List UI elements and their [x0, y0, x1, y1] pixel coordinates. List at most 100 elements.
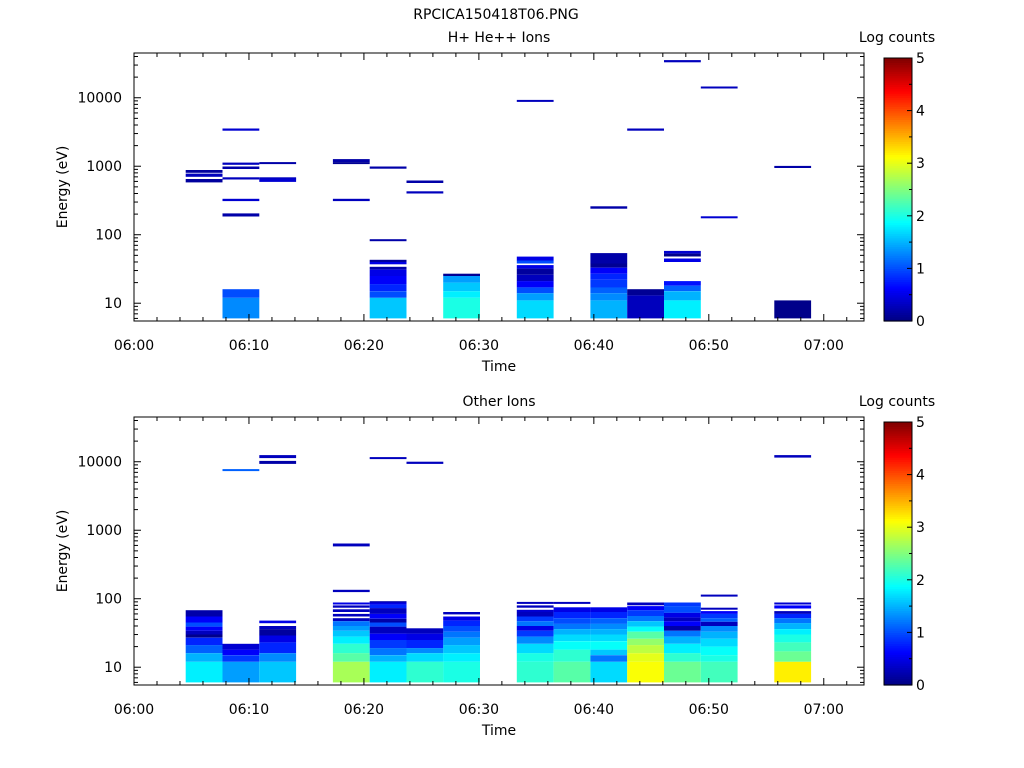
spectrogram-cell [222, 198, 260, 202]
colorbar-band [884, 283, 912, 287]
spectrogram-cell [590, 641, 628, 650]
spectrogram-cell [185, 653, 223, 662]
spectrogram-cell [185, 610, 223, 617]
spectrogram-cell [369, 661, 407, 683]
colorbar-band [884, 676, 912, 680]
spectrogram-cell [369, 633, 407, 640]
spectrogram-cell [185, 626, 223, 631]
spectrogram-cell [443, 273, 480, 276]
spectrogram-cell [774, 455, 812, 458]
spectrogram-cell [664, 250, 701, 254]
spectrogram-cell [222, 289, 260, 298]
colorbar-band [884, 264, 912, 267]
colorbar-band [884, 649, 912, 653]
spectrogram-cell [590, 300, 628, 319]
x-tick-label: 06:50 [689, 702, 729, 718]
y-tick-label: 100 [95, 592, 122, 608]
colorbar-band [884, 268, 912, 272]
colorbar-band [884, 601, 912, 605]
colorbar-tick-label: 0 [916, 678, 925, 694]
spectrogram-cell [332, 162, 370, 165]
spectrogram-cell [369, 640, 407, 649]
colorbar-tick-label: 2 [916, 573, 925, 589]
colorbar-band [884, 487, 912, 491]
colorbar-band [884, 180, 912, 184]
colorbar-band [884, 237, 912, 241]
colorbar-band [884, 520, 912, 524]
colorbar-band [884, 73, 912, 77]
spectrogram-cell [222, 213, 260, 217]
colorbar-band [884, 112, 912, 116]
spectrogram-cell [590, 612, 628, 619]
colorbar-band [884, 494, 912, 498]
spectrogram-cell [553, 634, 591, 642]
colorbar-tick-label: 1 [916, 261, 925, 277]
colorbar-band [884, 507, 912, 511]
colorbar-band [884, 108, 912, 112]
spectrogram-cell [516, 636, 554, 644]
spectrogram-cell [332, 621, 370, 626]
colorbar-band [884, 152, 912, 156]
colorbar-band [884, 136, 912, 140]
spectrogram-cell [369, 276, 407, 285]
colorbar-band [884, 573, 912, 577]
colorbar-band [884, 590, 912, 594]
spectrogram-cell [664, 653, 701, 662]
colorbar-band [884, 566, 912, 570]
colorbar-band [884, 669, 912, 673]
colorbar-band [884, 665, 912, 669]
spectrogram-cell [664, 300, 701, 319]
colorbar-band [884, 145, 912, 149]
spectrogram-cell [774, 605, 812, 609]
spectrogram-cell [332, 643, 370, 654]
spectrogram-cell [553, 612, 591, 619]
y-tick-label: 100 [95, 228, 122, 244]
colorbar-band [884, 454, 912, 458]
spectrogram-cell [664, 60, 701, 63]
colorbar-band [884, 310, 912, 313]
colorbar-band [884, 647, 912, 651]
colorbar-band [884, 233, 912, 237]
colorbar-band [884, 285, 912, 289]
colorbar-band [884, 443, 912, 447]
colorbar-band [884, 288, 912, 291]
colorbar-band [884, 641, 912, 644]
spectrogram-cell [516, 260, 554, 264]
spectrogram-cell [332, 626, 370, 631]
spectrogram-cell [516, 643, 554, 654]
colorbar-band [884, 68, 912, 72]
spectrogram-cell [590, 655, 628, 662]
spectrogram-cell [627, 653, 664, 662]
y-axis-label: Energy (eV) [55, 510, 71, 593]
spectrogram-cell [590, 253, 628, 264]
colorbar-band [884, 619, 912, 623]
colorbar-band [884, 128, 912, 131]
colorbar-band [884, 272, 912, 276]
colorbar-band [884, 498, 912, 502]
spectrogram-cell [259, 460, 297, 464]
colorbar-band [884, 62, 912, 66]
spectrogram-cell [369, 618, 407, 623]
colorbar-band [884, 575, 912, 579]
spectrogram-cell [443, 297, 480, 319]
colorbar-band [884, 261, 912, 265]
x-tick-label: 07:00 [804, 702, 844, 718]
colorbar-band [884, 299, 912, 302]
spectrogram-cell [700, 607, 738, 610]
colorbar-band [884, 316, 912, 320]
colorbar-band [884, 628, 912, 631]
colorbar-band [884, 478, 912, 482]
spectrogram-cell [185, 661, 223, 683]
plot-frame [133, 52, 865, 322]
spectrogram-cell [664, 643, 701, 654]
colorbar-band [884, 231, 912, 234]
colorbar-band [884, 489, 912, 493]
spectrogram-cell [185, 645, 223, 654]
x-tick-label: 06:00 [114, 702, 154, 718]
spectrogram-cell [443, 631, 480, 638]
colorbar-band [884, 147, 912, 151]
spectrogram-cell [259, 620, 297, 624]
spectrogram-cell [369, 622, 407, 627]
colorbar-band [884, 608, 912, 612]
colorbar-band [884, 132, 912, 136]
